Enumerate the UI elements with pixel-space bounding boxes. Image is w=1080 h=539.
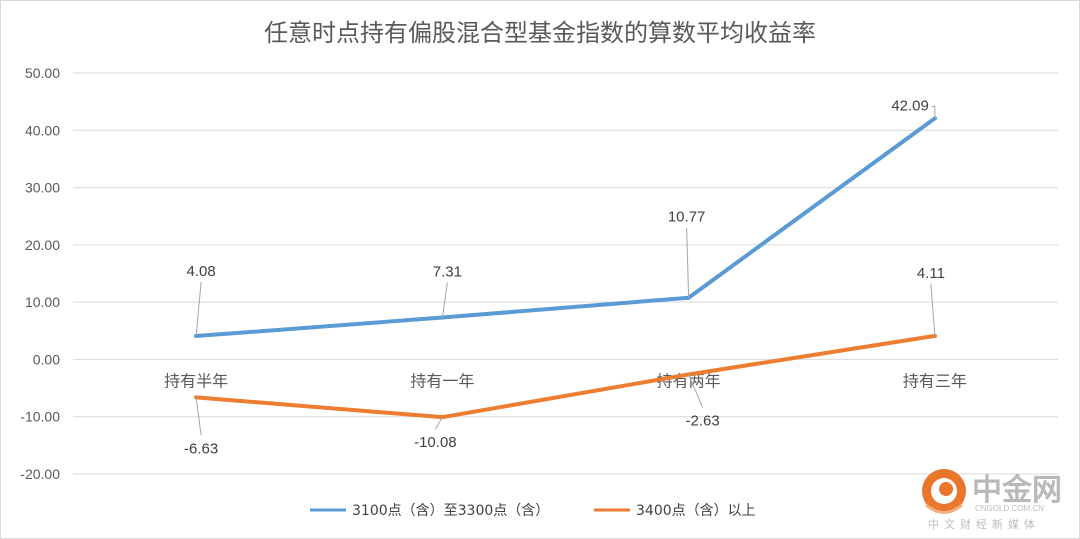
cngold-logo-icon xyxy=(922,469,966,514)
leader-line xyxy=(195,282,202,337)
leader-line xyxy=(930,283,936,336)
y-tick-label: 0.00 xyxy=(33,351,60,367)
y-tick-label: -20.00 xyxy=(20,466,60,482)
x-tick-label: 持有一年 xyxy=(410,371,474,390)
x-tick-label: 持有半年 xyxy=(164,371,228,390)
data-label: 4.11 xyxy=(917,265,945,282)
legend-label-series-2: 3400点（含）以上 xyxy=(636,503,756,519)
watermark-domain: CNGOLD.COM.CN xyxy=(975,504,1044,513)
data-label: -10.08 xyxy=(414,434,457,451)
data-label: 10.77 xyxy=(668,209,706,226)
cngold-watermark: 中金网 CNGOLD.COM.CN 中文财经新媒体 xyxy=(922,469,1062,531)
leader-line xyxy=(688,374,704,408)
y-tick-label: 30.00 xyxy=(25,180,60,196)
gridlines xyxy=(73,72,1058,475)
leader-line xyxy=(686,227,690,298)
data-label: 42.09 xyxy=(891,97,929,114)
data-label: -6.63 xyxy=(184,440,218,457)
legend-label-series-1: 3100点（含）至3300点（含） xyxy=(352,503,549,519)
y-tick-label: 20.00 xyxy=(25,237,60,253)
y-tick-label: 50.00 xyxy=(25,65,60,81)
x-tick-label: 持有三年 xyxy=(903,371,967,390)
legend: 3100点（含）至3300点（含） 3400点（含）以上 xyxy=(310,503,756,519)
series-line-1 xyxy=(194,116,937,339)
data-label: 4.08 xyxy=(187,263,216,280)
y-tick-label: 40.00 xyxy=(25,122,60,138)
y-tick-label: 10.00 xyxy=(25,294,60,310)
leader-line xyxy=(441,282,448,318)
leader-line xyxy=(931,105,936,119)
y-axis-ticks: 50.00 40.00 30.00 20.00 10.00 0.00 -10.00 -20.0… xyxy=(20,65,60,482)
leader-line xyxy=(434,416,443,430)
watermark-tagline: 中文财经新媒体 xyxy=(928,517,1040,531)
data-label: -2.63 xyxy=(686,412,720,429)
series-lines xyxy=(194,116,937,420)
data-label: 7.31 xyxy=(433,264,462,281)
series-line-2 xyxy=(194,333,937,420)
data-labels: 4.08 7.31 10.77 42.09 -6.63 -10.08 -2.63 4.11 xyxy=(184,97,945,457)
y-tick-label: -10.00 xyxy=(20,409,60,425)
leader-line xyxy=(195,397,202,436)
chart-title: 任意时点持有偏股混合型基金指数的算数平均收益率 xyxy=(264,19,816,47)
watermark-brand: 中金网 xyxy=(972,473,1062,508)
